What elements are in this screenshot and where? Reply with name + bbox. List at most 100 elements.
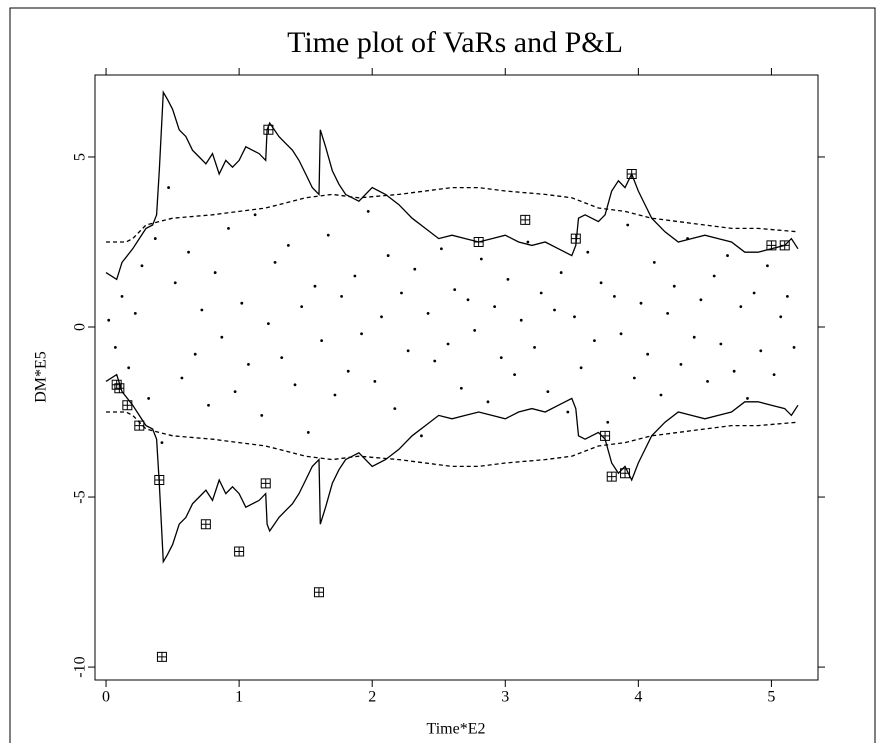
pnl-point (533, 346, 536, 349)
pnl-point (453, 288, 457, 291)
pnl-point (187, 250, 190, 254)
pnl-point (426, 311, 430, 315)
pnl-point (473, 328, 477, 332)
var-line-dashed (106, 186, 799, 243)
pnl-point (779, 315, 783, 319)
pnl-point (140, 264, 144, 268)
pnl-point (593, 339, 596, 343)
pnl-point (766, 264, 769, 268)
x-tick-label: 4 (634, 689, 642, 706)
exceedance-marker (313, 587, 324, 598)
y-tick-label: -5 (72, 490, 89, 503)
pnl-point (433, 359, 437, 363)
pnl-point (599, 281, 603, 285)
pnl-point (306, 431, 310, 434)
pnl-point (486, 400, 490, 404)
pnl-point (320, 339, 324, 343)
pnl-point (499, 356, 503, 360)
pnl-point (559, 271, 563, 274)
chart-title: Time plot of VaRs and P&L (287, 26, 623, 59)
pnl-point (400, 291, 403, 295)
pnl-point (193, 352, 197, 356)
pnl-point (120, 294, 124, 298)
pnl-point (539, 291, 543, 295)
pnl-point (240, 301, 244, 305)
exceedance-marker (156, 651, 167, 662)
pnl-point (672, 284, 676, 288)
pnl-point (646, 352, 650, 356)
pnl-point (227, 226, 230, 230)
pnl-point (706, 380, 709, 383)
exceedance-marker (114, 383, 125, 394)
pnl-point (506, 277, 510, 281)
y-tick-label: 5 (72, 153, 89, 161)
pnl-point (666, 311, 670, 315)
pnl-point (772, 373, 776, 377)
pnl-point (326, 233, 330, 237)
pnl-point (247, 363, 250, 366)
pnl-point (493, 305, 497, 308)
pnl-point (752, 291, 756, 295)
pnl-point (526, 240, 530, 244)
pnl-point (160, 441, 164, 445)
pnl-point (386, 254, 390, 257)
pnl-point (213, 271, 217, 274)
pnl-point (273, 260, 277, 264)
pnl-point (173, 281, 177, 285)
y-axis-label: DM*E5 (33, 351, 50, 403)
pnl-point (759, 349, 763, 353)
var-line (105, 90, 799, 281)
pnl-point (147, 397, 151, 400)
pnl-point (652, 260, 656, 264)
pnl-point (200, 308, 204, 312)
pnl-point (446, 342, 450, 346)
pnl-point (579, 366, 583, 370)
pnl-point (513, 373, 516, 377)
exceedance-marker (122, 400, 133, 411)
pnl-point (380, 315, 383, 319)
pnl-point (107, 318, 111, 322)
pnl-point (659, 393, 663, 397)
pnl-point (286, 243, 290, 247)
pnl-point (313, 284, 317, 288)
pnl-point (353, 274, 357, 278)
exceedance-marker (134, 420, 145, 431)
pnl-point (253, 213, 257, 217)
exceedance-marker (606, 471, 617, 482)
pnl-point (207, 403, 210, 407)
pnl-point (167, 186, 170, 189)
pnl-point (333, 393, 337, 397)
pnl-point (133, 311, 137, 315)
pnl-point (746, 397, 749, 400)
exceedance-marker (626, 168, 637, 179)
pnl-point (127, 366, 131, 370)
pnl-point (260, 414, 264, 417)
pnl-point (373, 380, 377, 383)
pnl-point (739, 305, 743, 308)
exceedance-marker (234, 546, 245, 557)
pnl-point (360, 332, 363, 336)
pnl-point (406, 349, 410, 353)
pnl-point (626, 223, 630, 227)
pnl-point (606, 420, 610, 424)
exceedance-marker (260, 478, 271, 489)
pnl-point (393, 407, 397, 411)
exceedance-marker (520, 214, 531, 225)
exceedance-marker (570, 233, 581, 244)
var-line (105, 373, 799, 564)
pnl-point (266, 322, 270, 325)
pnl-point (632, 376, 636, 380)
pnl-point (280, 356, 284, 360)
pnl-point (293, 383, 297, 387)
x-tick-label: 3 (501, 689, 509, 706)
pnl-point (686, 237, 689, 240)
x-tick-label: 5 (767, 689, 775, 706)
pnl-point (712, 274, 716, 278)
pnl-point (692, 335, 696, 339)
pnl-point (113, 346, 117, 349)
exceedance-marker (766, 240, 777, 251)
x-tick-label: 2 (368, 689, 376, 706)
exceedance-marker (263, 124, 274, 135)
exceedance-marker (779, 240, 790, 251)
